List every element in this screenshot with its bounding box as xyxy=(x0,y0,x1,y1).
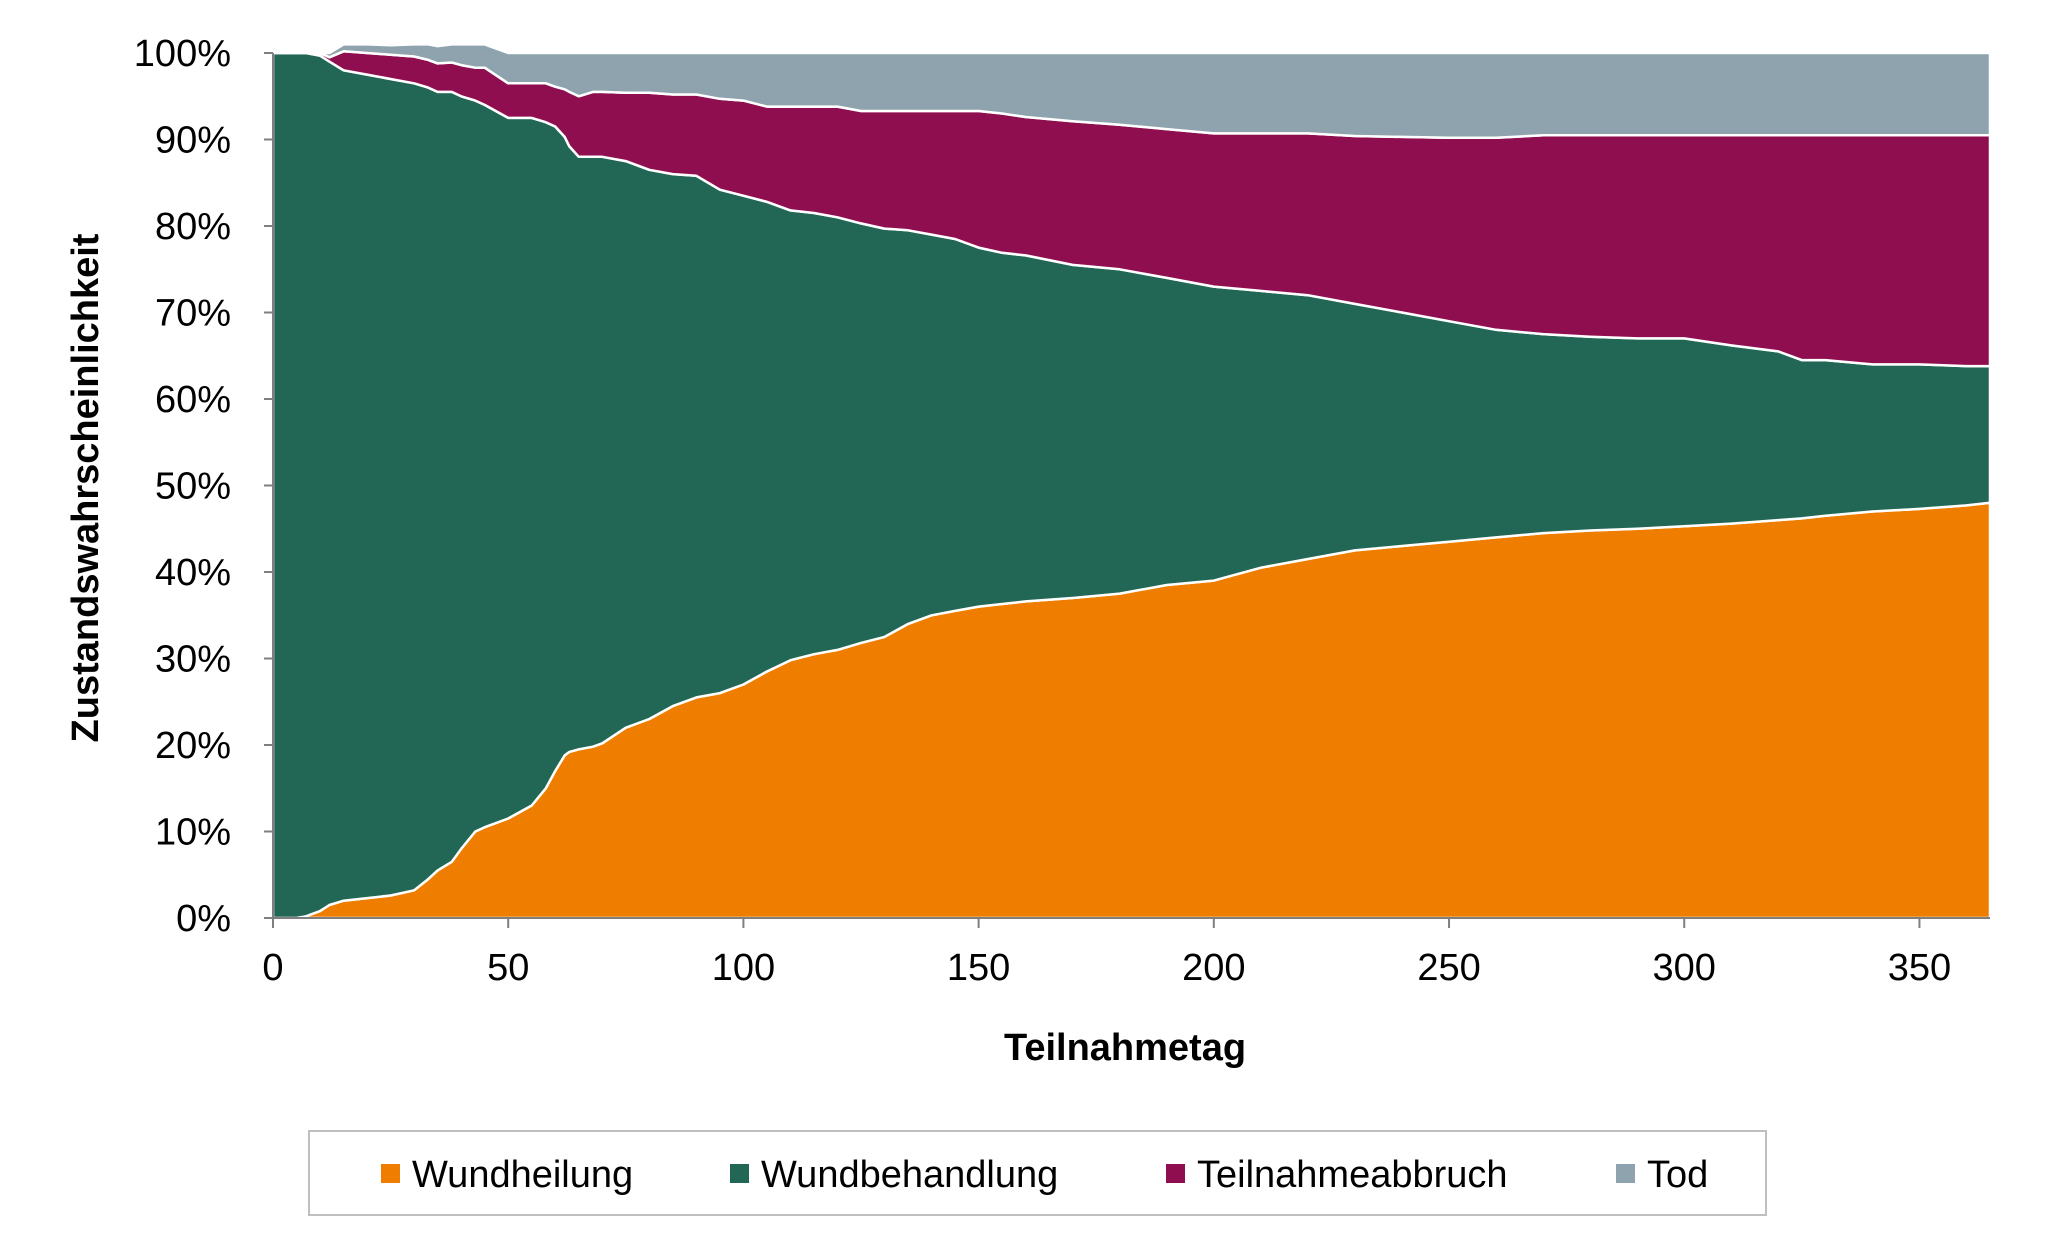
legend-label: Wundheilung xyxy=(412,1154,633,1196)
legend-label: Teilnahmeabbruch xyxy=(1197,1154,1508,1196)
y-tick-label: 90% xyxy=(155,120,231,162)
x-tick-label: 100 xyxy=(712,947,775,989)
y-tick-label: 100% xyxy=(134,33,231,75)
y-tick-label: 60% xyxy=(155,379,231,421)
y-tick-label: 50% xyxy=(155,466,231,508)
legend-item: Wundbehandlung xyxy=(730,1154,1058,1196)
x-tick-label: 50 xyxy=(487,947,529,989)
legend-frame xyxy=(308,1130,1767,1216)
area-tod xyxy=(271,43,1992,140)
legend-label: Tod xyxy=(1647,1154,1708,1196)
y-tick-label: 20% xyxy=(155,725,231,767)
legend-swatch xyxy=(381,1164,400,1183)
x-tick-label: 0 xyxy=(262,947,283,989)
y-axis-title: Zustandswahrscheinlichkeit xyxy=(65,233,107,742)
x-axis-title: Teilnahmetag xyxy=(1004,1027,1246,1069)
y-tick-label: 70% xyxy=(155,293,231,335)
series-areas xyxy=(271,43,1992,920)
legend-label: Wundbehandlung xyxy=(761,1154,1058,1196)
legend-swatch xyxy=(1166,1164,1185,1183)
legend-swatch xyxy=(730,1164,749,1183)
x-tick-label: 150 xyxy=(947,947,1010,989)
x-tick-label: 200 xyxy=(1182,947,1245,989)
axes: 0% 10% 20% 30% 40% 50% 60% 70% 80% 90% 100% 0 50 100 1… xyxy=(134,33,1990,989)
x-tick-label: 250 xyxy=(1417,947,1480,989)
legend-item: Wundheilung xyxy=(381,1154,633,1196)
y-tick-label: 80% xyxy=(155,206,231,248)
legend-item: Teilnahmeabbruch xyxy=(1166,1154,1508,1196)
legend-item: Tod xyxy=(1616,1154,1708,1196)
y-tick-label: 0% xyxy=(176,898,231,940)
y-tick-label: 10% xyxy=(155,812,231,854)
legend-swatch xyxy=(1616,1164,1635,1183)
legend: Wundheilung Wundbehandlung Teilnahmeabbruc… xyxy=(308,1130,1767,1216)
y-tick-label: 30% xyxy=(155,639,231,681)
x-tick-label: 300 xyxy=(1653,947,1716,989)
y-tick-label: 40% xyxy=(155,552,231,594)
x-tick-label: 350 xyxy=(1888,947,1951,989)
legend-items: Wundheilung Wundbehandlung Teilnahmeabbruc… xyxy=(381,1154,1708,1196)
